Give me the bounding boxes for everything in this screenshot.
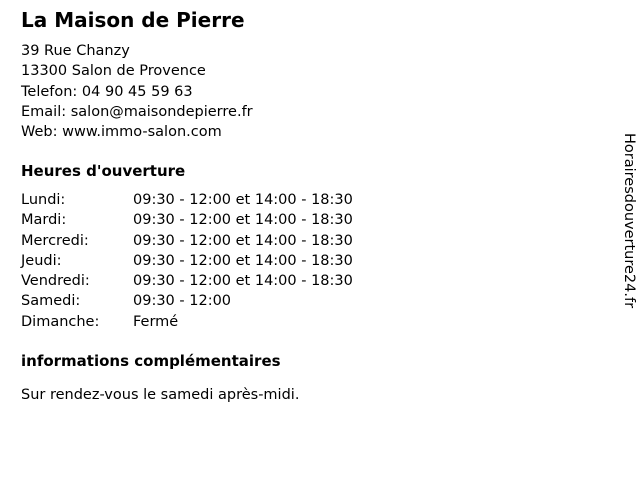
- hours-time-value: 09:30 - 12:00 et 14:00 - 18:30: [133, 192, 353, 208]
- hours-day-label: Vendredi:: [21, 273, 90, 290]
- additional-info-heading: informations complémentaires: [21, 352, 281, 370]
- additional-info-note: Sur rendez-vous le samedi après-midi.: [21, 387, 300, 403]
- hours-day-label: Dimanche:: [21, 313, 100, 330]
- hours-time-value: 09:30 - 12:00 et 14:00 - 18:30: [133, 252, 353, 269]
- hours-day-label: Mercredi:: [21, 232, 89, 249]
- address-city: 13300 Salon de Provence: [21, 63, 206, 80]
- hours-time-value: 09:30 - 12:00 et 14:00 - 18:30: [133, 212, 353, 229]
- hours-time-value: 09:30 - 12:00 et 14:00 - 18:30: [133, 273, 353, 290]
- opening-hours-heading: Heures d'ouverture: [21, 162, 186, 180]
- table-row: Mardi: 09:30 - 12:00 et 14:00 - 18:30: [21, 210, 353, 230]
- contact-phone: Telefon: 04 90 45 59 63: [21, 83, 193, 100]
- business-name: La Maison de Pierre: [21, 8, 245, 32]
- table-row: Jeudi: 09:30 - 12:00 et 14:00 - 18:30: [21, 251, 353, 271]
- hours-day-label: Samedi:: [21, 293, 81, 310]
- hours-day-label: Jeudi:: [21, 252, 62, 269]
- contact-email: Email: salon@maisondepierre.fr: [21, 103, 253, 120]
- opening-hours-table: Lundi: 09:30 - 12:00 et 14:00 - 18:30 Ma…: [21, 190, 353, 332]
- table-row: Samedi: 09:30 - 12:00: [21, 291, 353, 311]
- table-row: Vendredi: 09:30 - 12:00 et 14:00 - 18:30: [21, 271, 353, 291]
- hours-time-value: 09:30 - 12:00: [133, 293, 232, 310]
- address-street: 39 Rue Chanzy: [21, 43, 130, 59]
- site-watermark: Horairesdouverture24.fr: [621, 133, 637, 309]
- table-row: Lundi: 09:30 - 12:00 et 14:00 - 18:30: [21, 190, 353, 210]
- contact-website: Web: www.immo-salon.com: [21, 124, 222, 141]
- table-row: Mercredi: 09:30 - 12:00 et 14:00 - 18:30: [21, 231, 353, 251]
- contact-block: 39 Rue Chanzy 13300 Salon de Provence Te…: [21, 41, 253, 142]
- hours-time-value: 09:30 - 12:00 et 14:00 - 18:30: [133, 232, 353, 249]
- hours-day-label: Mardi:: [21, 212, 67, 229]
- hours-time-value: Fermé: [133, 313, 179, 330]
- hours-day-label: Lundi:: [21, 192, 66, 208]
- table-row: Dimanche: Fermé: [21, 312, 353, 332]
